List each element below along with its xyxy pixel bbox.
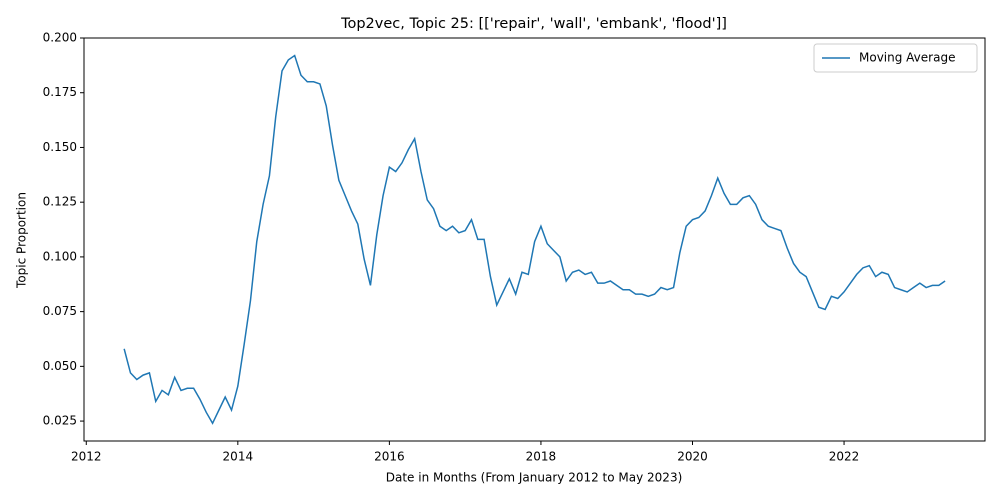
- x-tick-label: 2016: [374, 450, 405, 464]
- x-tick-label: 2012: [71, 450, 102, 464]
- plot-frame: [83, 37, 986, 442]
- y-tick-label: 0.200: [43, 31, 77, 45]
- x-tick-label: 2022: [829, 450, 860, 464]
- x-tick-label: 2018: [526, 450, 557, 464]
- y-tick-label: 0.150: [43, 140, 77, 154]
- chart-title: Top2vec, Topic 25: [['repair', 'wall', '…: [340, 16, 727, 32]
- y-tick-label: 0.125: [43, 195, 77, 209]
- legend-label: Moving Average: [859, 51, 955, 65]
- y-tick-label: 0.075: [43, 304, 77, 318]
- x-tick-label: 2014: [223, 450, 254, 464]
- x-axis-label: Date in Months (From January 2012 to May…: [386, 471, 683, 485]
- legend-box: [813, 43, 978, 73]
- data-line: [123, 54, 946, 425]
- y-axis-label: Topic Proportion: [15, 192, 29, 289]
- y-tick-label: 0.100: [43, 249, 77, 263]
- y-tick-label: 0.175: [43, 85, 77, 99]
- x-tick-label: 2020: [677, 450, 708, 464]
- y-tick-label: 0.050: [43, 359, 77, 373]
- y-tick-label: 0.025: [43, 414, 77, 428]
